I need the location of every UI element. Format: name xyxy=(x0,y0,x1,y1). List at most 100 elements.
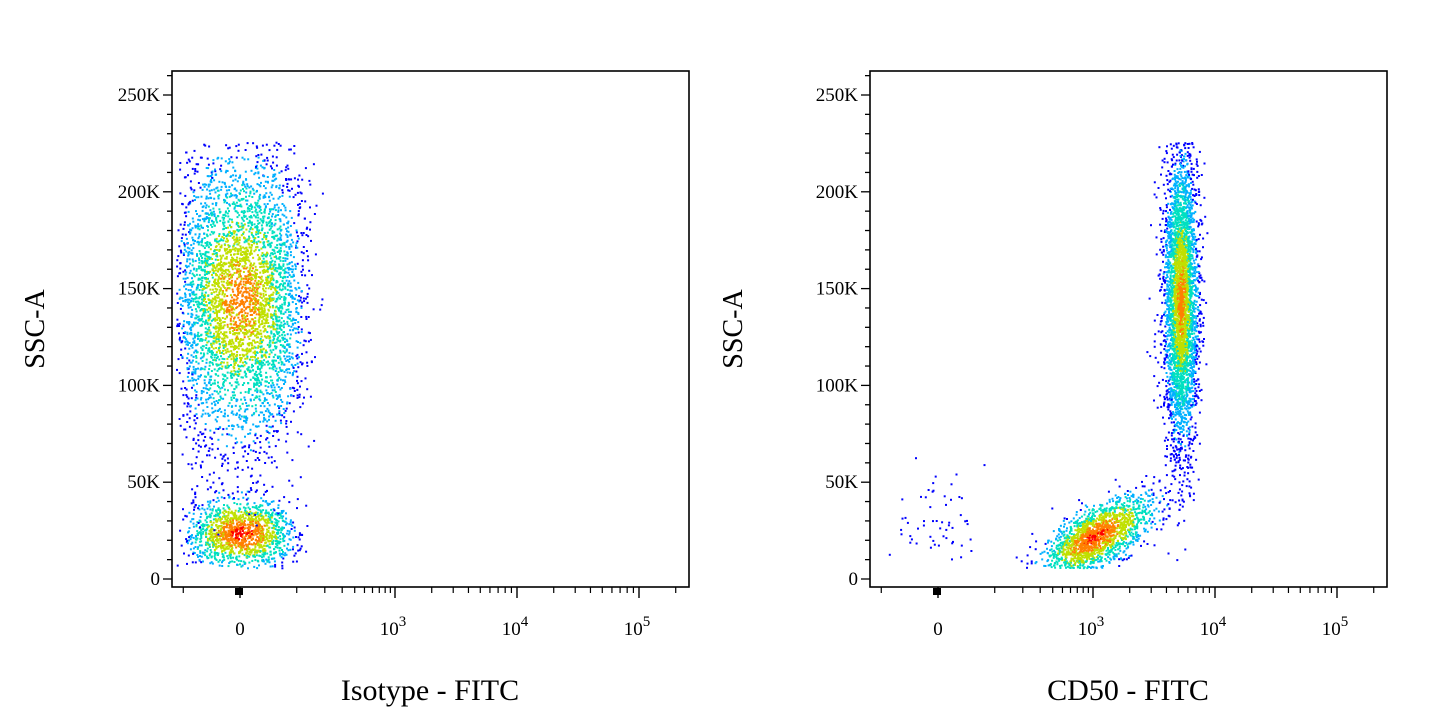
event-dot xyxy=(284,259,287,262)
event-dot xyxy=(249,549,252,552)
event-dot xyxy=(187,352,190,355)
event-dot xyxy=(285,308,288,311)
event-dot xyxy=(197,331,200,334)
event-dot xyxy=(271,367,274,370)
event-dot xyxy=(264,384,267,387)
event-dot xyxy=(261,308,264,311)
event-dot xyxy=(306,301,309,304)
event-dot xyxy=(256,549,259,552)
event-dot xyxy=(243,290,246,293)
event-dot xyxy=(194,541,197,544)
event-dot xyxy=(252,295,254,298)
event-dot xyxy=(252,327,255,329)
event-dot xyxy=(195,268,198,271)
event-dot xyxy=(265,143,268,146)
event-dot xyxy=(249,388,252,391)
event-dot xyxy=(267,325,269,328)
event-dot xyxy=(197,367,199,370)
event-dot xyxy=(256,202,259,205)
event-dot xyxy=(260,316,263,319)
event-dot xyxy=(184,280,187,283)
event-dot xyxy=(201,209,204,212)
event-dot xyxy=(198,235,201,238)
event-dot xyxy=(186,375,189,378)
event-dot xyxy=(231,203,234,205)
event-dot xyxy=(210,211,213,214)
event-dot xyxy=(241,317,244,320)
event-dot xyxy=(185,338,188,341)
event-dot xyxy=(227,514,230,517)
event-dot xyxy=(209,514,212,517)
event-dot xyxy=(221,531,224,534)
event-dot xyxy=(287,268,290,271)
event-dot xyxy=(216,496,219,499)
event-dot xyxy=(294,319,297,321)
event-dot xyxy=(268,294,271,297)
event-dot xyxy=(183,211,186,214)
event-dot xyxy=(275,341,278,344)
event-dot xyxy=(194,496,197,499)
event-dot xyxy=(263,215,266,218)
event-dot xyxy=(230,374,232,377)
event-dot xyxy=(233,299,236,301)
event-dot xyxy=(216,447,219,450)
event-dot xyxy=(248,322,251,325)
event-dot xyxy=(221,433,224,436)
event-dot xyxy=(184,331,187,334)
event-dot xyxy=(252,302,255,305)
event-dot xyxy=(268,382,270,384)
event-dot xyxy=(254,265,257,268)
event-dot xyxy=(286,182,289,185)
event-dot xyxy=(240,257,243,260)
event-dot xyxy=(238,340,241,343)
event-dot xyxy=(295,370,298,373)
event-dot xyxy=(218,559,221,562)
event-dot xyxy=(213,266,216,269)
event-dot xyxy=(231,288,234,291)
event-dot xyxy=(197,337,199,340)
event-dot xyxy=(266,552,269,555)
event-dot xyxy=(187,341,190,344)
event-dot xyxy=(239,517,242,520)
event-dot xyxy=(248,446,250,449)
event-dot xyxy=(207,185,210,188)
event-dot xyxy=(286,316,289,319)
event-dot xyxy=(249,228,252,231)
event-dot xyxy=(184,269,187,272)
event-dot xyxy=(278,257,281,260)
event-dot xyxy=(273,231,276,234)
event-dot xyxy=(247,238,250,241)
event-dot xyxy=(256,511,259,514)
event-dot xyxy=(310,239,312,242)
event-dot xyxy=(271,215,273,218)
event-dot xyxy=(287,271,290,274)
event-dot xyxy=(275,537,278,540)
event-dot xyxy=(233,329,236,331)
event-dot xyxy=(197,243,200,246)
event-dot xyxy=(230,315,233,318)
event-dot xyxy=(269,339,272,342)
event-dot xyxy=(280,234,283,237)
event-dot xyxy=(274,300,277,303)
event-dot xyxy=(244,408,247,411)
event-dot xyxy=(191,277,193,280)
event-dot xyxy=(215,187,218,190)
event-dot xyxy=(214,515,217,518)
event-dot xyxy=(205,344,208,347)
event-dot xyxy=(288,148,291,151)
event-dot xyxy=(270,515,273,517)
event-dot xyxy=(212,347,215,350)
event-dot xyxy=(282,509,285,512)
event-dot xyxy=(223,302,226,305)
event-dot xyxy=(220,261,223,263)
event-dot xyxy=(220,306,223,309)
event-dot xyxy=(266,489,268,492)
event-dot xyxy=(211,276,214,279)
event-dot xyxy=(256,425,258,428)
event-dot xyxy=(273,548,275,551)
event-dot xyxy=(199,431,202,434)
event-dot xyxy=(239,203,242,206)
event-dot xyxy=(262,299,265,302)
event-dot xyxy=(224,366,227,369)
event-dot xyxy=(249,475,252,478)
